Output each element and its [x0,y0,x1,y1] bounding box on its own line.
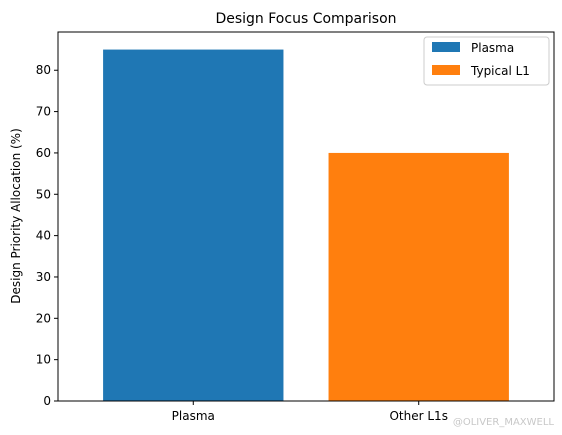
bar-other-l1s [328,152,509,401]
y-tick-label: 20 [36,311,51,325]
y-tick-label: 0 [43,394,51,408]
legend-label-typical-l1: Typical L1 [470,64,530,78]
plot-area: Plasma Other L1s 0 10 20 30 40 50 60 70 80 [36,49,509,423]
y-tick-label: 10 [36,353,51,367]
legend: Plasma Typical L1 [423,36,550,86]
y-tick-label: 30 [36,270,51,284]
y-tick-label: 60 [36,146,51,160]
y-axis-label: Design Priority Allocation (%) [9,128,23,304]
bar-plasma [103,49,284,401]
watermark: @OLIVER_MAXWELL [453,417,555,428]
legend-label-plasma: Plasma [471,41,514,55]
y-tick-label: 70 [36,105,51,119]
legend-swatch-plasma [432,42,460,52]
chart-title: Design Focus Comparison [215,11,396,27]
plot-frame [57,31,555,402]
y-tick-label: 50 [36,187,51,201]
y-tick-label: 80 [36,63,51,77]
x-tick-label-other-l1s: Other L1s [389,409,447,423]
y-tick-label: 40 [36,229,51,243]
x-tick-label-plasma: Plasma [172,409,215,423]
legend-swatch-typical-l1 [432,65,460,75]
